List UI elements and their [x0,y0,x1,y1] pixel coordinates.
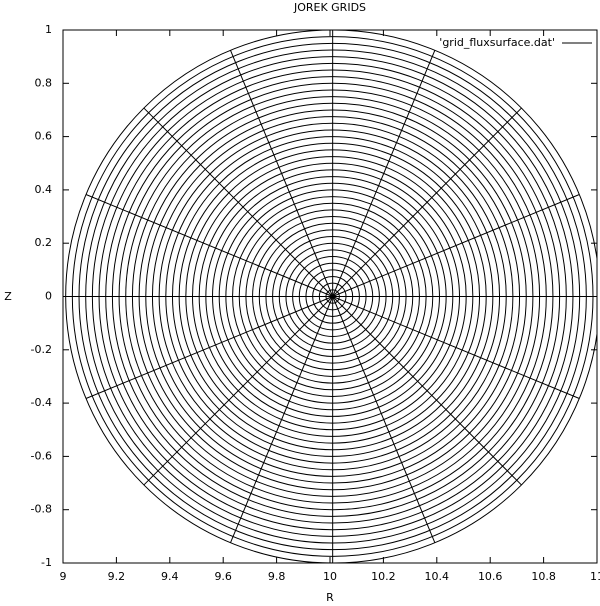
y-tick-label: 0 [45,290,52,303]
y-tick-label: -0.6 [31,449,52,462]
chart-title: JOREK GRIDS [293,1,366,14]
radial-spoke [332,296,522,486]
radial-spoke [332,107,522,297]
x-axis-label: R [326,591,334,604]
y-tick-label: -1 [41,556,52,569]
x-tick-label: 9.6 [214,570,232,583]
radial-spoke [230,296,334,543]
x-tick-label: 11 [590,570,600,583]
radial-spoke [332,296,580,399]
y-tick-label: -0.4 [31,396,52,409]
x-tick-label: 9.4 [161,570,179,583]
x-tick-label: 9.2 [108,570,126,583]
radial-spoke [332,296,436,543]
y-tick-label: 0.6 [35,130,53,143]
plot-area [65,30,597,563]
legend-label: 'grid_fluxsurface.dat' [439,36,555,49]
radial-spoke [143,107,334,297]
y-tick-label: 0.4 [35,183,53,196]
y-tick-label: 0.8 [35,76,53,89]
x-tick-label: 10.6 [478,570,503,583]
radial-spoke [230,50,334,297]
radial-spoke [85,194,333,297]
y-tick-label: -0.2 [31,343,52,356]
y-axis-label: Z [4,290,12,303]
radial-spoke [332,194,580,297]
radial-spoke [332,50,436,297]
x-tick-label: 10 [323,570,337,583]
radial-spoke [143,296,334,486]
y-tick-label: 1 [45,23,52,36]
x-tick-label: 9.8 [268,570,286,583]
y-tick-label: -0.8 [31,503,52,516]
x-tick-label: 9 [60,570,67,583]
x-tick-label: 10.2 [371,570,396,583]
x-tick-label: 10.8 [531,570,556,583]
x-tick-label: 10.4 [425,570,450,583]
radial-spoke [85,296,333,399]
y-tick-label: 0.2 [35,236,53,249]
